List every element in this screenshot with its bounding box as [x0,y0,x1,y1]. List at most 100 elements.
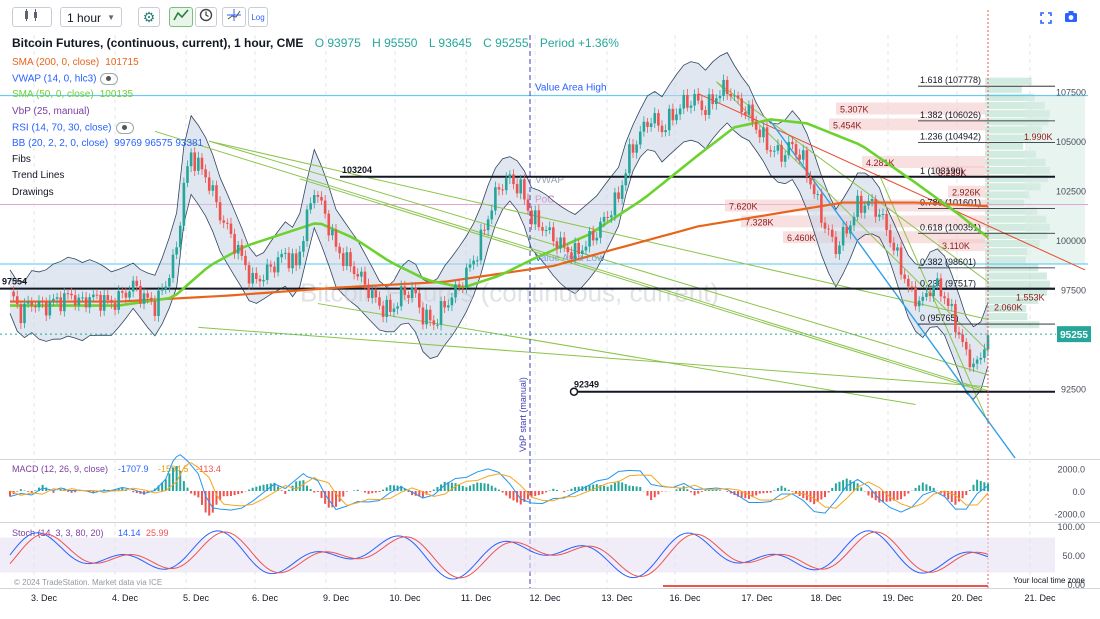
macd-histogram-bar [27,491,30,492]
macd-y-tick: -2000.0 [1054,509,1085,519]
candle-body [935,278,939,286]
volume-profile-bar [985,272,1047,280]
indicator-value: 101715 [105,57,139,68]
line-chart-icon [173,9,189,21]
candle-body [823,222,827,229]
indicator-row[interactable]: RSI (14, 70, 30, close) [12,121,134,134]
indicator-row[interactable]: Drawings [12,187,54,198]
log-scale-button[interactable]: Log [248,7,268,27]
macd-histogram-bar [885,491,888,502]
macd-histogram-bar [852,481,855,491]
indicator-label: VbP (25, manual) [12,105,90,117]
candle-body [715,98,718,105]
indicator-label: BB (20, 2, 2, 0, close) [12,138,109,149]
candle-body [907,278,910,287]
candle-body [566,247,570,253]
high-value: 95550 [384,36,418,50]
eye-icon[interactable] [100,73,119,86]
candle-body [609,215,613,218]
candle-body [63,293,66,312]
fib-label: 1 (103190) [920,166,964,176]
macd-histogram-bar [469,485,472,491]
candle-body [577,243,580,255]
candle-body [258,278,262,282]
interval-select[interactable]: 1 hour ▼ [60,7,122,27]
candle-body [244,255,247,266]
macd-histogram-bar [903,491,906,497]
indicator-row[interactable]: BB (20, 2, 2, 0, close) 99769 96575 93381 [12,138,203,149]
low-value: 93645 [438,36,472,50]
macd-histogram-bar [121,487,124,491]
candle-body [646,121,649,127]
trend-line [299,178,989,394]
indicator-row[interactable]: VWAP (14, 0, hlc3) [12,73,119,86]
indicator-row[interactable]: Fibs [12,154,31,165]
volume-profile-bar [985,77,1032,85]
indicator-row[interactable]: VbP (25, manual) [12,106,90,117]
macd-histogram-bar [277,486,280,491]
fib-label: 1.382 (106026) [920,110,981,120]
close-value: 95255 [495,36,529,50]
candle-body [700,100,704,111]
volume-profile-bar [985,126,1042,134]
low-label: L [428,36,436,50]
candle-body [801,150,805,160]
macd-histogram-bar [679,487,682,491]
candle-body [747,104,751,115]
candle-body [345,252,349,266]
candle-body [461,287,465,289]
macd-histogram-bar [802,491,805,499]
fullscreen-icon[interactable] [1040,11,1052,24]
macd-histogram-bar [881,491,884,503]
macd-label: MACD (12, 26, 9, close) [12,464,108,474]
macd-histogram-bar [204,491,207,513]
macd-histogram-bar [157,485,160,491]
indicator-row[interactable]: SMA (200, 0, close) 101715 [12,57,139,68]
macd-histogram-bar [306,485,309,491]
macd-histogram-bar [324,491,327,504]
candle-body [758,129,762,138]
indicators-button[interactable] [169,7,193,27]
y-tick-label: 102500 [1056,187,1086,197]
candle-body [294,253,298,266]
x-tick-label: 16. Dec [669,593,701,603]
macd-histogram-bar [280,490,283,491]
eye-icon[interactable] [115,121,134,134]
macd-histogram-bar [403,488,406,491]
candle-body [838,245,841,255]
fib-label: 0.382 (98601) [920,257,976,267]
candle-body [830,229,834,237]
candle-body [841,226,845,246]
gear-icon[interactable]: ⚙ [138,7,160,27]
pane-divider [0,588,1100,589]
chart-type-button[interactable] [12,7,52,27]
macd-histogram-bar [135,491,138,494]
indicator-row[interactable]: SMA (50, 0, close) 100135 [12,89,133,100]
volume-profile-bar [985,248,1028,256]
clock-icon[interactable] [195,7,217,27]
candle-body [555,241,559,249]
candle-body [751,104,754,122]
crosshair-icon[interactable] [222,7,246,27]
volume-profile-bar [985,199,1025,207]
macd-histogram-bar [400,485,403,491]
candle-body [316,195,320,197]
macd-histogram-bar [411,491,414,496]
candle-body [186,166,189,183]
candle-body [233,233,236,254]
volume-label: 5.307K [840,105,869,115]
macd-histogram-bar [516,491,519,503]
candle-body [403,286,407,295]
macd-histogram-bar [813,491,816,505]
macd-histogram-bar [309,489,312,491]
indicator-row[interactable]: Trend Lines [12,170,64,181]
camera-icon[interactable] [1064,10,1078,23]
x-tick-label: 11. Dec [461,593,492,603]
candle-body [323,200,327,214]
candle-body [537,210,541,228]
candle-body [975,359,979,364]
volume-bar [862,155,985,168]
candle-body [168,277,171,287]
macd-histogram-bar [258,485,261,491]
